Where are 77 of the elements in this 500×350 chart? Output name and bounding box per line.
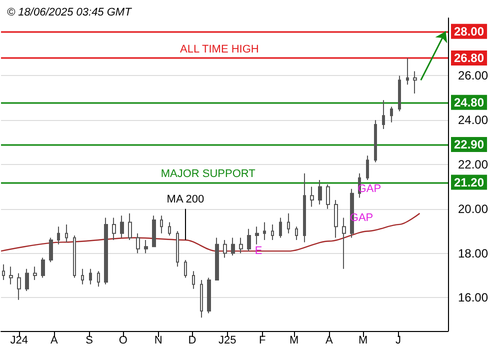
candlestick (152, 215, 156, 248)
ref-line-label: 21.20 (454, 175, 484, 190)
candlestick (168, 222, 171, 236)
candlestick (112, 217, 116, 240)
ref-line-label: 26.80 (454, 50, 484, 65)
x-tick-label: O (118, 334, 128, 346)
y-tick-label: 22.00 (458, 158, 488, 172)
y-tick-label: 26.00 (458, 68, 488, 83)
candlestick (33, 266, 37, 280)
candlestick (207, 277, 211, 314)
candlestick (97, 270, 100, 288)
candlestick (255, 226, 259, 245)
candlestick (390, 106, 393, 123)
candlestick (104, 217, 108, 285)
annotation: MA 200 (166, 193, 204, 206)
x-tick-label: M (290, 334, 299, 346)
x-tick-label: J25 (218, 334, 236, 346)
candlestick (89, 268, 92, 285)
candlestick (326, 184, 330, 210)
annotation: MAJOR SUPPORT (160, 168, 256, 180)
candlestick (271, 224, 274, 240)
candlestick (25, 268, 29, 292)
candlestick (9, 266, 13, 285)
candlestick (136, 232, 140, 254)
candlestick (295, 226, 298, 240)
candlestick (239, 237, 243, 254)
candlestick (374, 120, 377, 163)
candlestick (231, 237, 235, 256)
candlestick (334, 200, 338, 238)
candlestick (49, 237, 53, 263)
candlestick (200, 279, 203, 318)
y-tick-label: 18.00 (458, 246, 488, 260)
x-tick-label: J (395, 334, 401, 346)
candlestick (223, 239, 227, 258)
y-tick-label: 16.00 (458, 290, 488, 305)
y-tick-label: 24.00 (458, 113, 488, 128)
candlestick (215, 237, 219, 280)
ref-line-label: 28.00 (454, 24, 484, 38)
chart-title: © 18/06/2025 03:45 GMT (7, 6, 133, 18)
candlestick (318, 180, 322, 205)
candlestick (279, 217, 282, 238)
candlestick (263, 222, 266, 240)
candlestick (128, 212, 132, 240)
ref-line-label: 22.90 (454, 138, 484, 152)
candlestick (73, 235, 76, 278)
line-series (0, 212, 420, 252)
x-tick-label: D (188, 334, 196, 346)
candlestick (310, 186, 314, 208)
candlestick (398, 75, 401, 112)
x-tick-label: M (358, 334, 368, 346)
candlestick (120, 215, 124, 238)
y-tick-label: 20.00 (458, 202, 488, 216)
ref-line-label: 24.80 (454, 95, 484, 110)
candlestick (41, 257, 45, 278)
candlestick (160, 215, 163, 234)
candlestick (192, 270, 195, 290)
annotation: ALL TIME HIGH (180, 43, 259, 56)
candlestick (184, 259, 187, 278)
candlestick (342, 217, 346, 270)
x-tick-label: S (86, 334, 93, 346)
candlestick (176, 230, 179, 268)
candlestick (366, 155, 369, 181)
candlestick (2, 264, 5, 280)
x-tick-label: J24 (10, 334, 28, 346)
candlestick (81, 268, 84, 285)
x-tick-label: N (154, 334, 162, 346)
candlestick (287, 212, 290, 234)
candlestick (303, 172, 306, 243)
candlestick (247, 228, 251, 252)
candlestick (17, 272, 21, 300)
candlestick (144, 239, 148, 254)
candlestick (406, 57, 409, 86)
candlestick (65, 224, 68, 243)
x-tick-label: F (259, 334, 266, 346)
candlestick (57, 226, 60, 245)
candlestick (382, 100, 385, 130)
candlestick (413, 70, 417, 94)
